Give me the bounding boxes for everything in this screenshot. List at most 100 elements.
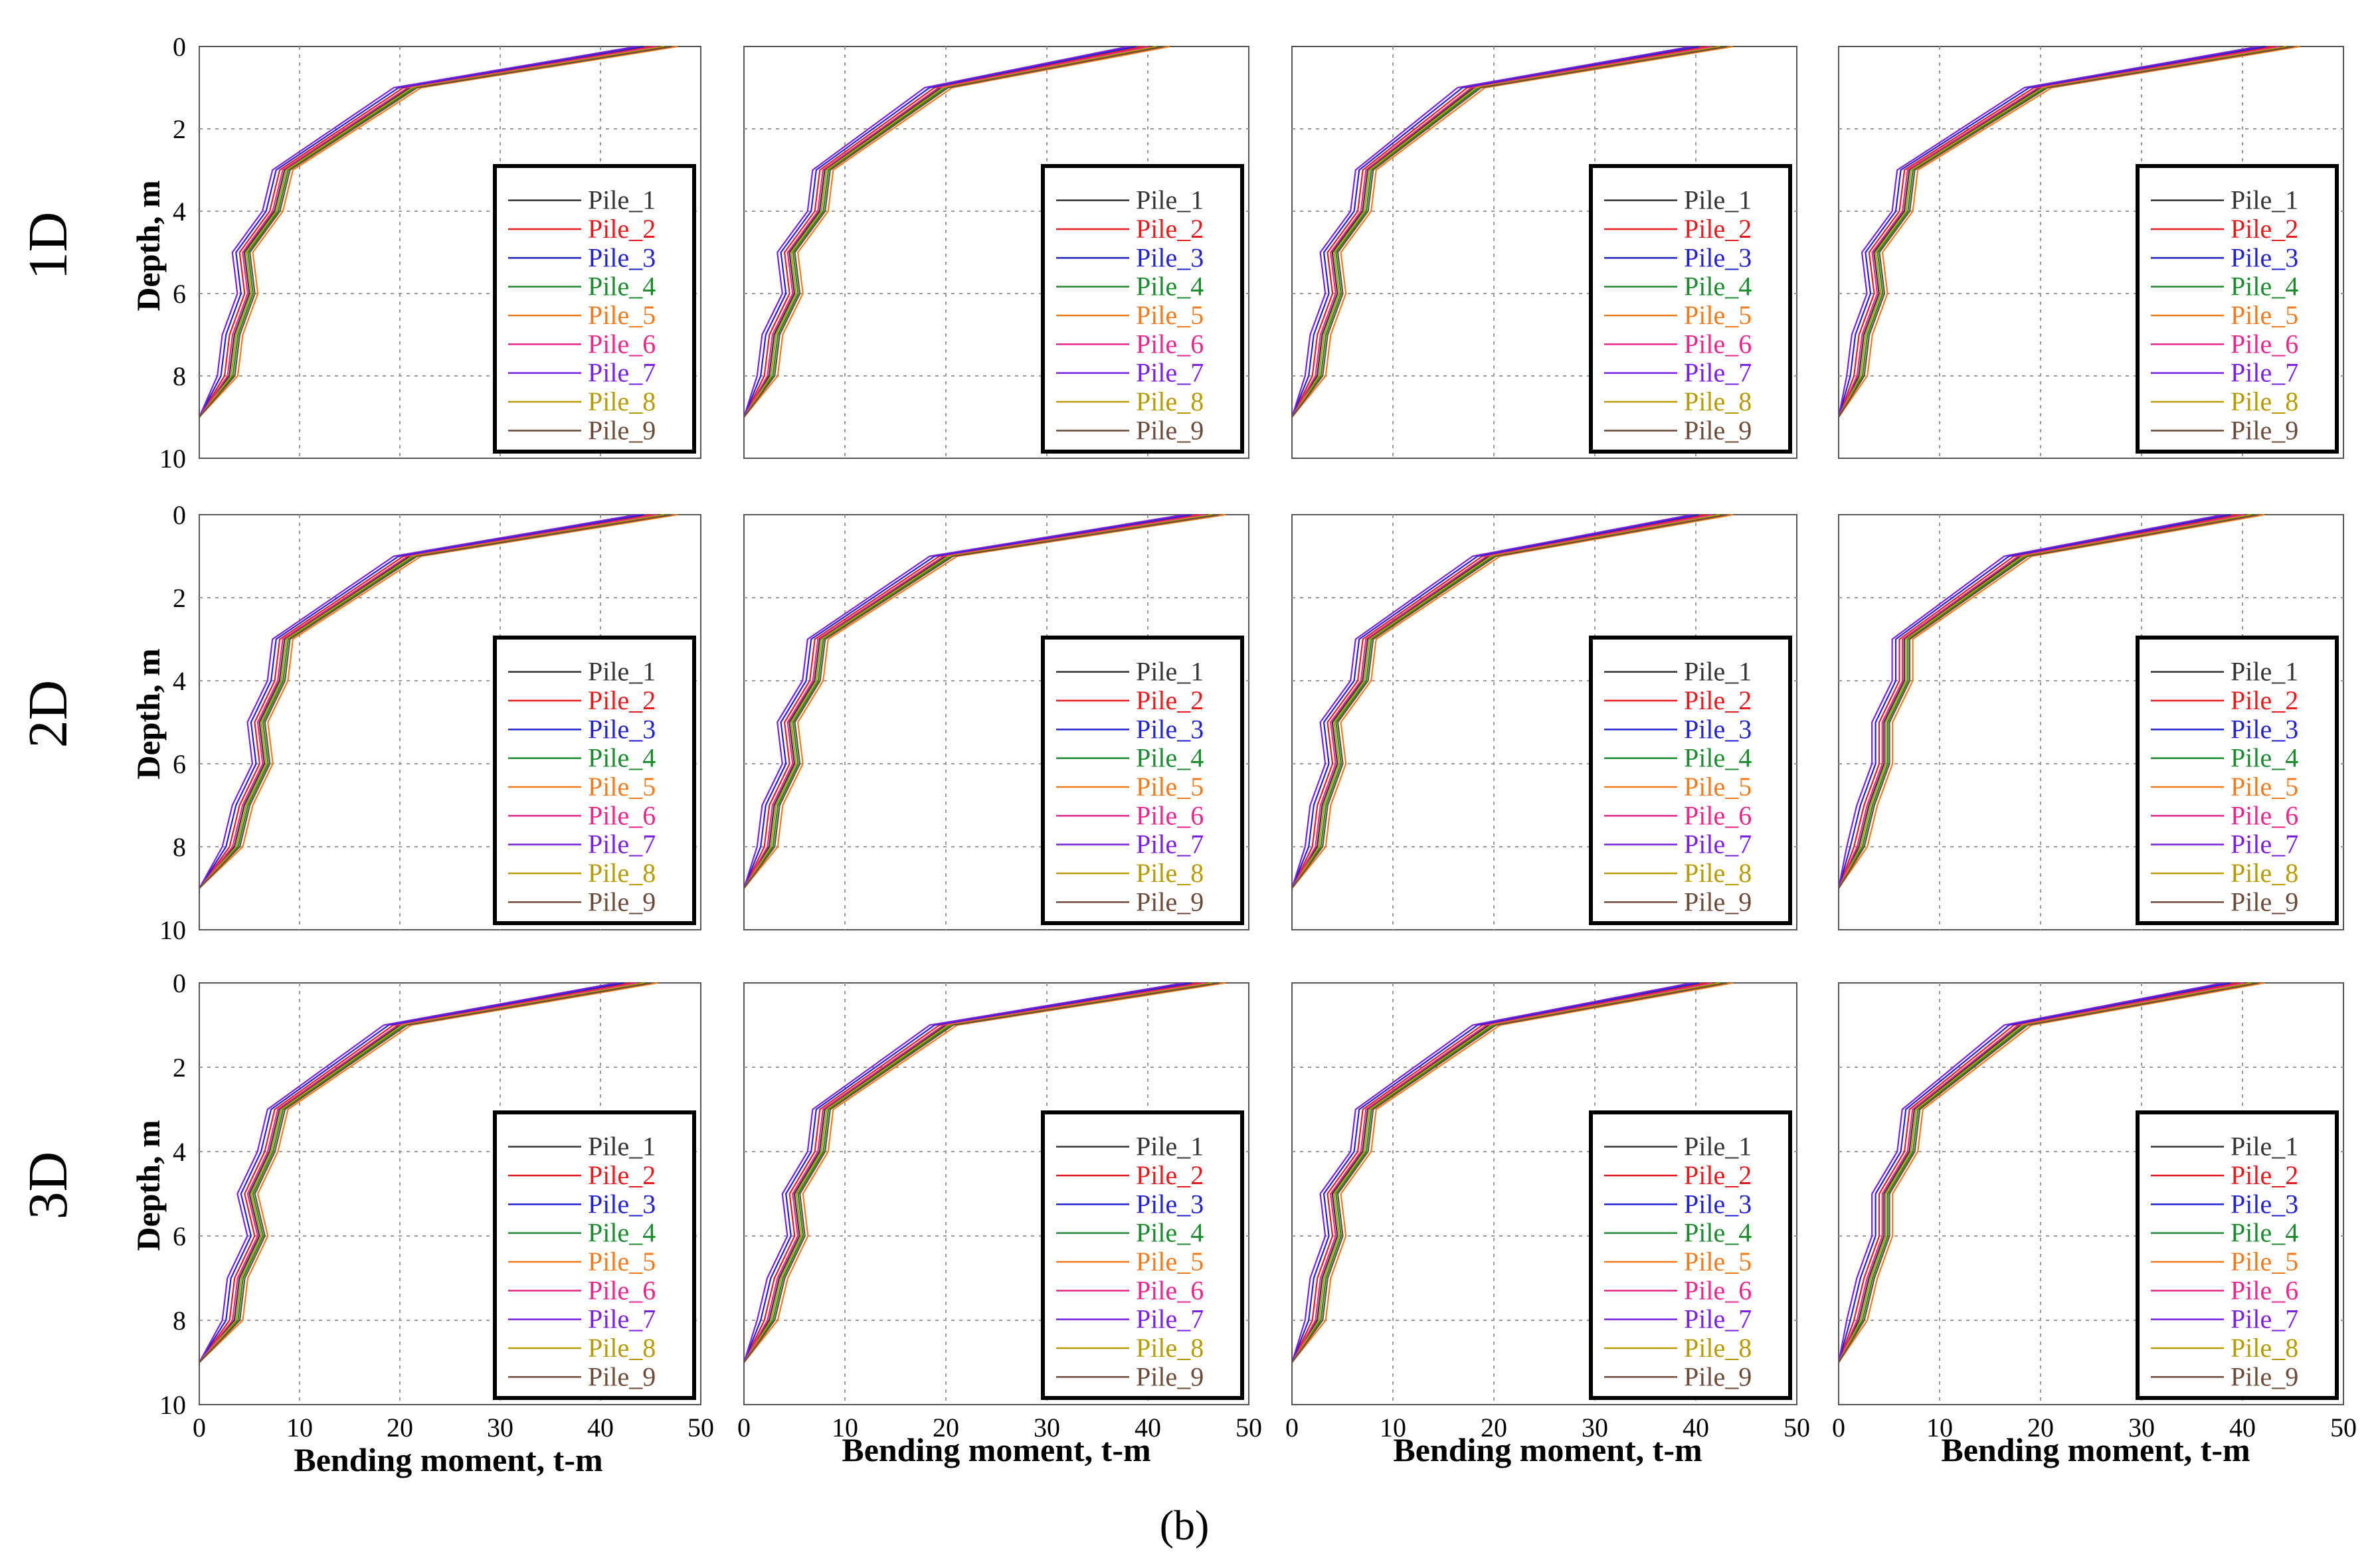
series-line-pile-2 xyxy=(1837,513,2239,889)
panel-r3-c2: 0 10 20 30 40 50Pile_1Pile_2Pile_3Pile_4Pile_… xyxy=(737,982,1262,1442)
legend-label: Pile_5 xyxy=(1684,772,1752,802)
legend-label: Pile_4 xyxy=(1136,1218,1204,1248)
legend-label: Pile_6 xyxy=(1684,329,1752,359)
series-line-pile-7 xyxy=(1291,982,1693,1363)
y-tick-label: 10 xyxy=(159,1390,186,1420)
legend-label: Pile_6 xyxy=(1684,800,1752,830)
legend-label: Pile_9 xyxy=(588,1361,656,1391)
series-line-pile-5 xyxy=(743,45,1170,418)
legend-label: Pile_1 xyxy=(1684,1132,1752,1162)
series-line-pile-8 xyxy=(1838,982,2252,1363)
legend-label: Pile_4 xyxy=(1684,1218,1752,1248)
legend-label: Pile_5 xyxy=(1684,300,1752,330)
y-tick-label: 4 xyxy=(173,197,186,226)
y-tick-label: 4 xyxy=(173,1137,186,1167)
series-line-pile-4 xyxy=(199,982,648,1363)
series-line-pile-6 xyxy=(1837,45,2280,418)
series-line-pile-4 xyxy=(199,45,668,418)
x-tick-label: 50 xyxy=(2330,1413,2357,1442)
series-line-pile-7 xyxy=(199,513,637,889)
series-line-pile-5 xyxy=(199,513,678,889)
series-line-pile-9 xyxy=(1291,982,1727,1363)
legend-label: Pile_5 xyxy=(588,772,656,802)
series-line-pile-2 xyxy=(743,513,1199,889)
series-line-pile-9 xyxy=(199,982,652,1363)
legend-label: Pile_7 xyxy=(1684,1304,1752,1334)
legend-label: Pile_3 xyxy=(2231,242,2298,272)
y-tick-label: 8 xyxy=(173,832,186,862)
legend-box xyxy=(2136,1110,2339,1400)
series-line-pile-3 xyxy=(199,513,644,889)
x-tick-label: 0 xyxy=(1832,1413,1845,1442)
series-line-pile-3 xyxy=(1837,45,2266,418)
series-line-pile-9 xyxy=(1838,513,2259,889)
series-line-pile-1 xyxy=(199,45,661,418)
y-tick-label: 0 xyxy=(173,32,186,62)
legend-label: Pile_3 xyxy=(588,714,656,744)
series-line-pile-8 xyxy=(743,45,1157,418)
legend-label: Pile_9 xyxy=(2231,887,2298,916)
y-tick-label: 2 xyxy=(173,583,186,613)
legend-label: Pile_8 xyxy=(2231,858,2298,888)
series-line-pile-3 xyxy=(199,45,644,418)
legend-label: Pile_6 xyxy=(588,1275,656,1305)
x-tick-label: 40 xyxy=(1683,1413,1709,1442)
legend-label: Pile_3 xyxy=(1684,714,1752,744)
series-line-pile-1 xyxy=(743,513,1209,889)
series-line-pile-1 xyxy=(199,513,661,889)
series-line-pile-9 xyxy=(743,982,1220,1363)
figure-caption: (b) xyxy=(1160,1502,1210,1549)
series-line-pile-9 xyxy=(199,513,672,889)
x-tick-label: 20 xyxy=(1481,1413,1507,1442)
legend-label: Pile_1 xyxy=(588,185,656,215)
series-line-pile-6 xyxy=(199,982,638,1363)
legend-label: Pile_1 xyxy=(588,1132,656,1162)
x-axis-title-col-1: Bending moment, t-m xyxy=(294,1441,602,1478)
legend-box xyxy=(493,1110,696,1400)
legend-label: Pile_5 xyxy=(2231,772,2298,802)
panel-r3-c4: 0 10 20 30 40 50Pile_1Pile_2Pile_3Pile_4Pile_… xyxy=(1832,982,2357,1442)
series-line-pile-5 xyxy=(1838,982,2265,1363)
series-line-pile-7 xyxy=(1837,982,2224,1363)
panel-r2-c3: Pile_1Pile_2Pile_3Pile_4Pile_5Pile_6Pile… xyxy=(1291,513,1797,930)
series-line-pile-6 xyxy=(1837,982,2244,1363)
series-line-pile-1 xyxy=(1291,45,1716,418)
series-line-pile-2 xyxy=(1291,513,1707,889)
panel-r2-c1: 0246810Pile_1Pile_2Pile_3Pile_4Pile_5Pil… xyxy=(159,500,701,945)
legend-box xyxy=(1589,636,1792,925)
legend-label: Pile_1 xyxy=(1684,657,1752,687)
legend-label: Pile_4 xyxy=(1136,743,1204,773)
series-line-pile-8 xyxy=(1291,513,1720,889)
legend-label: Pile_2 xyxy=(1684,214,1752,244)
x-tick-label: 40 xyxy=(2229,1413,2256,1442)
series-line-pile-3 xyxy=(1837,513,2231,889)
panels-group: 0246810Pile_1Pile_2Pile_3Pile_4Pile_5Pil… xyxy=(159,32,2357,1442)
legend-label: Pile_9 xyxy=(1684,1361,1752,1391)
series-line-pile-5 xyxy=(1291,982,1734,1363)
legend-label: Pile_1 xyxy=(2231,1132,2298,1162)
y-tick-label: 6 xyxy=(173,279,186,309)
legend-label: Pile_3 xyxy=(1136,1189,1204,1219)
legend-label: Pile_8 xyxy=(1684,387,1752,416)
x-tick-label: 30 xyxy=(2128,1413,2155,1442)
series-line-pile-4 xyxy=(1838,982,2255,1363)
series-line-pile-8 xyxy=(1291,45,1720,418)
legend-label: Pile_7 xyxy=(588,358,656,388)
series-line-pile-2 xyxy=(743,45,1144,418)
legend-box xyxy=(1041,1110,1244,1400)
legend-label: Pile_2 xyxy=(2231,214,2298,244)
legend-label: Pile_8 xyxy=(1684,1333,1752,1363)
legend-label: Pile_7 xyxy=(1136,1304,1204,1334)
y-tick-label: 0 xyxy=(173,500,186,530)
legend-label: Pile_9 xyxy=(1136,887,1204,916)
legend-box xyxy=(2136,636,2339,925)
series-line-pile-5 xyxy=(743,982,1226,1363)
series-line-pile-1 xyxy=(199,982,641,1363)
legend-label: Pile_4 xyxy=(588,743,656,773)
y-tick-label: 2 xyxy=(173,114,186,144)
series-line-pile-4 xyxy=(1838,513,2255,889)
x-tick-label: 20 xyxy=(933,1413,959,1442)
series-line-pile-4 xyxy=(743,513,1216,889)
series-line-pile-3 xyxy=(199,982,624,1363)
